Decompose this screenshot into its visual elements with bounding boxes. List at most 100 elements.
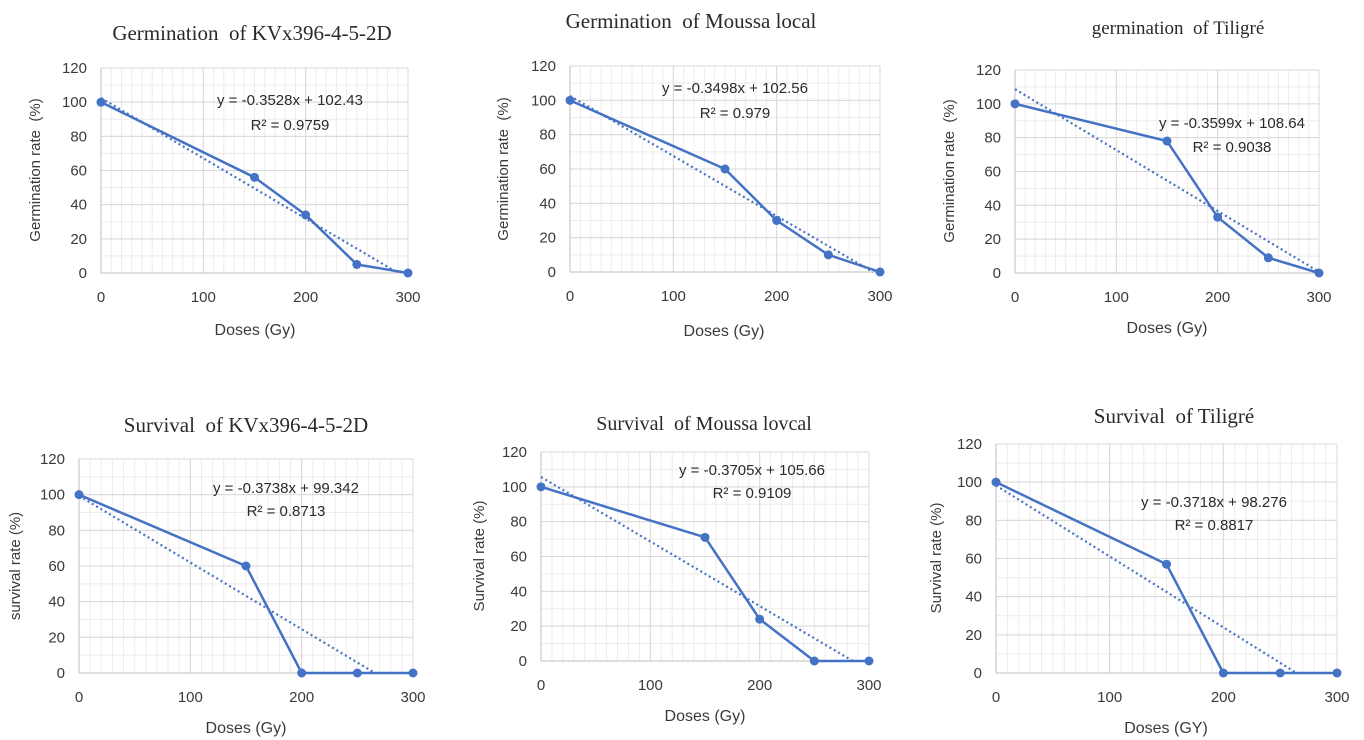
r-squared-label: R² = 0.8713 (247, 503, 326, 520)
y-tick-label: 20 (984, 231, 1001, 248)
y-tick-label: 80 (70, 128, 87, 145)
chart-panel: 0 20 40 60 80 100 120 0 100 200 300 Survival of KVx… (7, 413, 426, 737)
chart-panel: 0 20 40 60 80 100 120 0 100 200 300 Germination of … (27, 21, 421, 339)
y-axis-label: Survival rate (%) (928, 503, 945, 614)
y-tick-label: 60 (48, 558, 65, 575)
data-point (403, 268, 413, 278)
trendline-equation: y = -0.3599x + 108.64 (1159, 115, 1305, 132)
data-point (1162, 136, 1172, 146)
data-point (700, 532, 710, 542)
y-tick-label: 40 (70, 197, 87, 214)
trendline (540, 476, 854, 662)
data-point (96, 97, 106, 107)
y-tick-label: 120 (62, 60, 87, 77)
chart-panel: 0 20 40 60 80 100 120 0 100 200 300 Survival of Til… (928, 404, 1350, 737)
y-tick-label: 100 (502, 479, 527, 496)
data-point (1263, 253, 1273, 263)
y-tick-label: 60 (70, 163, 87, 180)
data-point (755, 614, 765, 624)
x-tick-label: 100 (638, 677, 663, 694)
x-tick-label: 100 (191, 289, 216, 306)
data-point (1010, 99, 1020, 109)
y-tick-label: 40 (539, 195, 556, 212)
data-point (1332, 668, 1342, 678)
trendline-equation: y = -0.3528x + 102.43 (217, 92, 363, 109)
data-point (875, 267, 885, 277)
y-tick-label: 100 (976, 96, 1001, 113)
y-tick-label: 0 (974, 665, 982, 682)
x-tick-label: 300 (867, 288, 892, 305)
data-point (1275, 668, 1285, 678)
x-tick-label: 100 (178, 689, 203, 706)
trendline-equation: y = -0.3498x + 102.56 (662, 80, 808, 97)
x-tick-label: 200 (289, 689, 314, 706)
x-tick-label: 300 (395, 289, 420, 306)
x-tick-label: 300 (856, 677, 881, 694)
data-point (250, 172, 259, 182)
chart-title: germination of Tiligré (1092, 18, 1265, 39)
chart-title: Survival of Moussa lovcal (596, 413, 812, 435)
data-point (297, 668, 307, 678)
y-tick-label: 100 (531, 92, 556, 109)
r-squared-label: R² = 0.979 (700, 105, 770, 122)
y-tick-label: 100 (40, 487, 65, 504)
y-axis-label: Germination rate (%) (495, 97, 512, 240)
data-point (352, 259, 362, 269)
y-tick-label: 100 (62, 94, 87, 111)
x-tick-label: 300 (1306, 289, 1331, 306)
chart-panel: 0 20 40 60 80 100 120 0 100 200 300 Survival of Mou… (471, 413, 882, 725)
data-point (809, 656, 819, 666)
data-point (1314, 268, 1324, 278)
x-tick-label: 0 (75, 689, 83, 706)
y-tick-label: 60 (539, 161, 556, 178)
y-tick-label: 60 (965, 551, 982, 568)
x-tick-label: 200 (1205, 289, 1230, 306)
data-point (301, 210, 311, 220)
x-tick-label: 200 (1211, 689, 1236, 706)
y-tick-label: 20 (510, 618, 527, 635)
data-point (991, 477, 1001, 487)
data-point (408, 668, 418, 678)
trendline (569, 94, 874, 273)
chart-title: Survival of KVx396-4-5-2D (124, 413, 368, 437)
data-point (823, 250, 833, 260)
data-point (772, 216, 782, 225)
x-tick-label: 300 (1324, 689, 1349, 706)
r-squared-label: R² = 0.9038 (1193, 139, 1272, 156)
y-tick-label: 40 (965, 589, 982, 606)
x-axis-label: Doses (Gy) (1127, 320, 1208, 337)
chart-panel: 0 20 40 60 80 100 120 0 100 200 300 germination of … (941, 18, 1332, 337)
trendline-equation: y = -0.3718x + 98.276 (1141, 494, 1287, 511)
r-squared-label: R² = 0.9109 (713, 485, 792, 502)
x-axis-label: Doses (Gy) (215, 322, 296, 339)
y-tick-label: 0 (57, 665, 65, 682)
chart-title: Germination of Moussa local (566, 9, 817, 33)
x-axis-label: Doses (GY) (1124, 720, 1208, 737)
data-point (536, 482, 546, 492)
x-tick-label: 100 (1104, 289, 1129, 306)
data-point (565, 95, 575, 105)
x-tick-label: 200 (764, 288, 789, 305)
y-tick-label: 0 (519, 653, 527, 670)
x-tick-label: 0 (97, 289, 105, 306)
x-tick-label: 0 (1011, 289, 1019, 306)
y-tick-label: 60 (510, 549, 527, 566)
trendline (1014, 88, 1320, 273)
data-point (352, 668, 362, 678)
y-axis-label: Survival rate (%) (471, 501, 488, 612)
chart-title: Germination of KVx396-4-5-2D (112, 21, 391, 45)
x-tick-label: 100 (661, 288, 686, 305)
x-tick-label: 0 (537, 677, 545, 694)
y-tick-label: 20 (48, 629, 65, 646)
y-tick-label: 20 (70, 231, 87, 248)
y-tick-label: 40 (510, 583, 527, 600)
y-tick-label: 20 (539, 230, 556, 247)
y-tick-label: 120 (40, 451, 65, 468)
x-tick-label: 0 (992, 689, 1000, 706)
y-tick-label: 100 (957, 474, 982, 491)
y-tick-label: 80 (984, 130, 1001, 147)
x-axis-label: Doses (Gy) (665, 708, 746, 725)
y-tick-label: 80 (539, 127, 556, 144)
y-tick-label: 20 (965, 627, 982, 644)
